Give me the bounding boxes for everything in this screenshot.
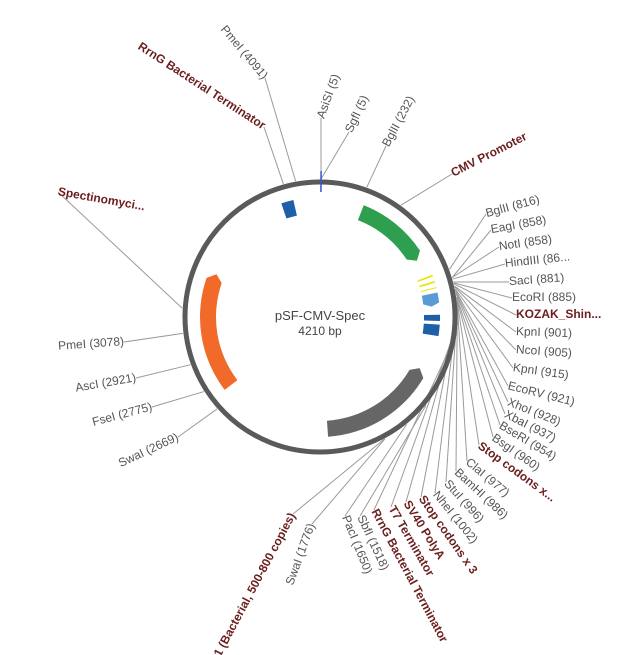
- leader-line: [57, 191, 183, 309]
- feature-pmb1-ori: [326, 368, 424, 437]
- leader-line: [454, 285, 517, 333]
- leader-line: [456, 297, 494, 438]
- leader-line: [454, 288, 514, 369]
- site-label: AsiSI (5): [314, 72, 343, 120]
- leader-line: [135, 364, 191, 379]
- plasmid-name: pSF-CMV-Spec: [275, 308, 366, 323]
- leader-line: [123, 332, 184, 343]
- leader-line: [373, 332, 458, 511]
- leader-line: [177, 408, 218, 438]
- leader-line: [263, 126, 284, 185]
- site-label: FseI (2775): [91, 399, 154, 428]
- leader-line: [400, 173, 453, 206]
- site-label: AscI (2921): [74, 370, 137, 394]
- site-label: KpnI (915): [512, 360, 569, 382]
- leader-line: [449, 213, 487, 270]
- leader-line: [456, 299, 480, 446]
- site-label: PmeI (4091): [218, 22, 271, 82]
- plasmid-backbone: [182, 179, 458, 455]
- site-label: KpnI (901): [516, 324, 573, 340]
- label-leader-lines: [57, 77, 517, 525]
- leader-line: [390, 322, 459, 508]
- leader-line: [344, 424, 408, 517]
- feature-sv40-block: [423, 314, 440, 322]
- feature-rrng-term-top: [281, 199, 297, 219]
- leader-line: [455, 291, 509, 403]
- feature-label: CMV Promoter: [448, 129, 529, 179]
- leader-line: [453, 282, 513, 299]
- feature-rrng-block: [422, 323, 440, 337]
- site-label: NcoI (905): [516, 342, 573, 360]
- plasmid-size: 4210 bp: [298, 324, 342, 338]
- feature-kozak-3: [420, 287, 437, 293]
- leader-line: [311, 438, 386, 525]
- feature-label: Spectinomyci...: [57, 184, 146, 213]
- feature-cmv-promoter: [357, 205, 420, 261]
- leader-line: [366, 145, 387, 188]
- leader-line: [456, 301, 468, 462]
- leader-line: [455, 293, 506, 415]
- leader-line: [359, 405, 427, 517]
- feature-kozak-2: [419, 280, 435, 288]
- site-label: SacI (881): [508, 270, 564, 288]
- leader-line: [451, 229, 492, 278]
- leader-line: [264, 77, 297, 182]
- leader-line: [455, 303, 458, 472]
- site-label: NotI (858): [498, 232, 553, 253]
- feature-label: KOZAK_Shin...: [516, 307, 601, 321]
- site-label: SwaI (2669): [116, 430, 181, 470]
- feature-arcs: [200, 199, 440, 437]
- leader-line: [454, 289, 509, 387]
- feature-spectinomycin-marker: [200, 274, 238, 390]
- leader-line: [456, 296, 501, 426]
- feature-kozak-1: [417, 274, 433, 282]
- site-label: PmeI (3078): [58, 334, 125, 353]
- site-label: SgfI (5): [342, 93, 371, 135]
- leader-line: [452, 263, 506, 280]
- feature-t7-block: [421, 292, 440, 307]
- site-label: EcoRI (885): [512, 290, 576, 304]
- leader-line: [451, 246, 500, 278]
- leader-line: [454, 286, 517, 351]
- leader-line: [453, 283, 517, 316]
- leader-line: [151, 391, 205, 408]
- leader-line: [292, 438, 385, 515]
- site-label: HindIII (86...: [504, 249, 570, 270]
- leader-line: [320, 131, 350, 180]
- site-label: BglII (232): [379, 93, 417, 148]
